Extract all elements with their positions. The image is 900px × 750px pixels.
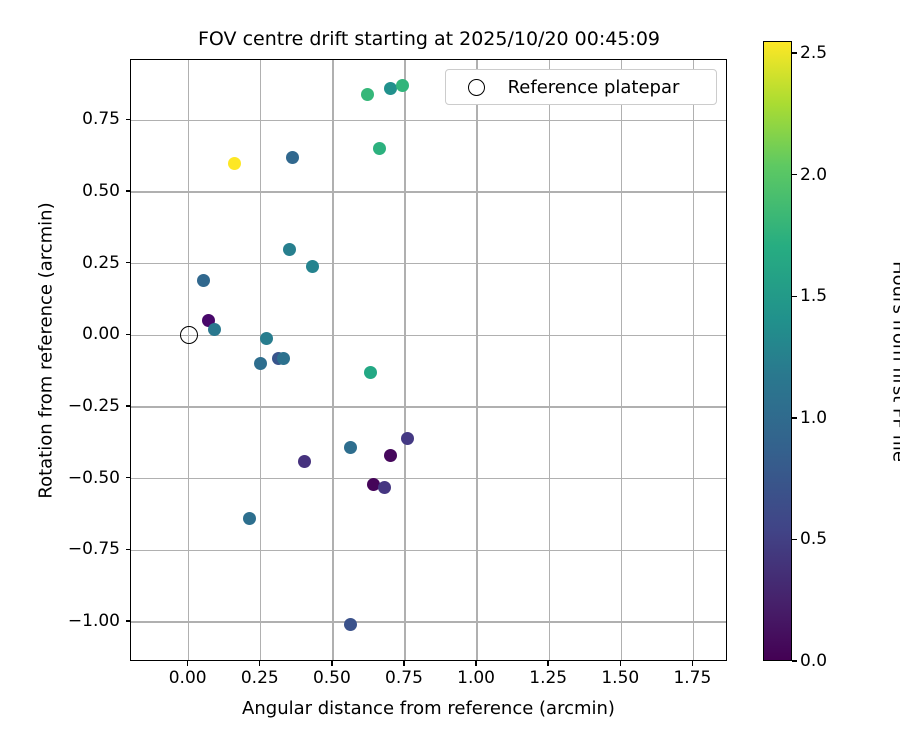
x-axis-tick [403, 661, 405, 666]
x-axis-tick [186, 661, 189, 666]
y-axis-tick [125, 548, 130, 550]
x-axis-tick [259, 661, 261, 666]
y-axis-tick [125, 405, 130, 407]
scatter-point [343, 440, 357, 454]
colorbar-tick [792, 538, 797, 541]
x-axis-label: Angular distance from reference (arcmin) [242, 698, 615, 719]
x-axis-tick-label: 1.50 [601, 668, 640, 688]
gridline-vertical [620, 60, 622, 660]
y-axis-tick-label: 0.50 [82, 180, 120, 201]
scatter-point [228, 156, 242, 170]
gridline-horizontal [131, 191, 726, 193]
scatter-point [395, 79, 409, 93]
scatter-point [363, 365, 377, 379]
y-axis-tick [125, 333, 130, 335]
y-axis-tick-label: −0.25 [67, 395, 120, 416]
scatter-point [384, 449, 398, 463]
y-axis-tick-label: 0.25 [82, 252, 120, 273]
gridline-vertical [332, 60, 334, 660]
x-axis-tick-label: 0.75 [385, 668, 423, 688]
colorbar-tick-label: 0.5 [800, 529, 828, 550]
x-axis-tick [619, 661, 621, 666]
y-axis-tick [125, 118, 130, 120]
gridline-vertical [692, 60, 695, 660]
y-axis-tick-label: 0.00 [82, 324, 120, 345]
x-axis-tick [691, 661, 694, 666]
gridline-vertical [188, 60, 190, 660]
scatter-point [286, 150, 299, 164]
gridline-horizontal [131, 406, 726, 408]
scatter-point [242, 512, 256, 526]
y-axis-tick [125, 261, 130, 264]
legend-reference-marker-icon [468, 78, 485, 96]
scatter-point [378, 480, 392, 494]
x-axis-tick-label: 1.75 [673, 668, 712, 688]
colorbar-tick-label: 1.0 [800, 407, 828, 428]
x-axis-tick-label: 0.50 [312, 668, 351, 688]
scatter-point [372, 142, 386, 156]
scatter-point [343, 618, 357, 632]
legend-reference-label: Reference platepar [507, 76, 680, 98]
x-axis-tick-label: 1.25 [529, 668, 568, 688]
scatter-point [283, 242, 297, 256]
colorbar-tick [792, 52, 797, 54]
scatter-point [384, 82, 398, 96]
scatter-point [196, 274, 210, 288]
plot-axes [130, 59, 727, 661]
x-axis-tick [475, 661, 477, 666]
scatter-point [208, 322, 222, 336]
x-axis-tick-label: 0.00 [168, 668, 207, 688]
colorbar-gradient [763, 41, 792, 661]
y-axis-tick-label: −0.75 [67, 539, 120, 560]
gridline-horizontal [131, 119, 726, 121]
legend: Reference platepar [445, 69, 717, 105]
scatter-point [366, 477, 380, 491]
scatter-point [360, 87, 374, 101]
y-axis-label: Rotation from reference (arcmin) [35, 202, 57, 499]
gridline-vertical [476, 60, 478, 660]
gridline-vertical [404, 60, 406, 660]
scatter-point [277, 351, 291, 365]
gridline-vertical [548, 60, 550, 660]
y-axis-tick-label: 0.75 [82, 109, 120, 130]
colorbar-tick [792, 417, 797, 419]
scatter-point [401, 431, 415, 445]
scatter-point [260, 331, 274, 345]
y-axis-tick [125, 476, 130, 479]
scatter-point [306, 259, 320, 273]
chart-title: FOV centre drift starting at 2025/10/20 … [197, 28, 661, 50]
colorbar-tick-label: 0.0 [800, 651, 828, 671]
x-axis-tick-label: 1.00 [457, 668, 495, 688]
y-axis-tick [125, 620, 130, 622]
colorbar-label: Hours from first FF file [888, 261, 900, 462]
x-axis-tick [331, 661, 333, 666]
colorbar-tick-label: 1.5 [800, 286, 828, 307]
y-axis-tick-label: −0.50 [67, 467, 120, 488]
gridline-horizontal [131, 621, 726, 623]
gridline-horizontal [131, 549, 726, 551]
colorbar-tick-label: 2.0 [800, 164, 828, 185]
y-axis-tick-label: −1.00 [67, 610, 120, 631]
gridline-horizontal [131, 477, 726, 480]
x-axis-tick [547, 661, 549, 666]
colorbar-tick [792, 174, 797, 176]
colorbar-tick-label: 2.5 [800, 43, 828, 64]
scatter-point [254, 357, 268, 371]
reference-platepar-marker [179, 326, 198, 345]
x-axis-tick-label: 0.25 [240, 668, 279, 688]
colorbar-tick [792, 295, 797, 297]
gridline-horizontal [131, 334, 726, 336]
gridline-horizontal [131, 262, 726, 265]
scatter-point [297, 454, 311, 468]
y-axis-tick [125, 190, 130, 192]
colorbar-tick [792, 660, 797, 662]
